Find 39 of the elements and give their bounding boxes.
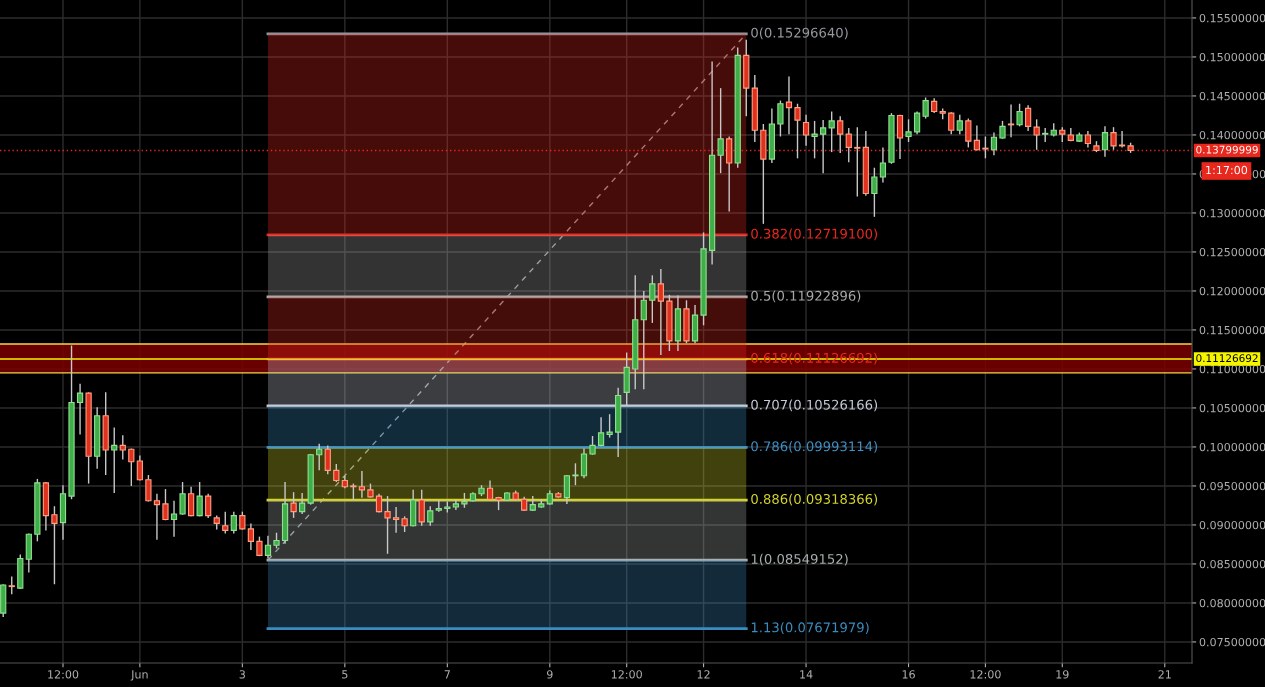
- x-tick-label: 12:00: [970, 670, 1001, 679]
- x-tick-label: 12: [697, 670, 710, 679]
- series-label: 0.707(0.10526166): [751, 399, 878, 412]
- x-tick-label: 7: [444, 670, 450, 679]
- x-tick-label: 19: [1056, 670, 1069, 679]
- y-tick-label: 0.09500000: [1199, 481, 1265, 491]
- series-label: 0.886(0.09318366): [751, 493, 878, 506]
- x-tick-label: 12:00: [48, 670, 79, 679]
- series-label: 1.13(0.07671979): [751, 622, 869, 634]
- y-tick-label: 0.11500000: [1199, 325, 1265, 335]
- series-label: 0.786(0.09993114): [751, 441, 878, 453]
- y-tick-label: 0.15500000: [1199, 13, 1265, 23]
- x-tick-label: 12:00: [611, 670, 642, 679]
- y-tick-label: 0.08500000: [1199, 559, 1265, 569]
- series-label: 0.5(0.11922896): [751, 290, 861, 303]
- y-tick-label: 0.10000000: [1199, 442, 1265, 452]
- x-tick-label: 14: [800, 670, 813, 679]
- ref-line-label: 0.13799999: [1196, 145, 1258, 154]
- y-tick-label: 0.07500000: [1199, 637, 1265, 647]
- y-tick-label: 0.15000000: [1199, 52, 1265, 62]
- y-tick-label: 0.11000000: [1199, 364, 1265, 374]
- y-tick-label: 0.12500000: [1199, 247, 1265, 257]
- series-label: 0.382(0.12719100): [751, 228, 878, 241]
- x-tick-label: Jun: [130, 670, 148, 681]
- y-tick-label: 0.12000000: [1199, 286, 1265, 296]
- series-label: 0(0.15296640): [751, 27, 848, 40]
- y-tick-label: 0.10500000: [1199, 403, 1265, 413]
- y-tick-label: 0.08000000: [1199, 598, 1265, 608]
- x-tick-label: 21: [1158, 670, 1171, 679]
- y-tick-label: 0.09000000: [1199, 520, 1265, 530]
- x-tick-label: 3: [239, 670, 245, 679]
- y-tick-label: 0.14500000: [1199, 91, 1265, 101]
- x-tick-label: 5: [342, 670, 348, 679]
- series-label: 1(0.08549152): [751, 553, 848, 566]
- y-tick-label: 0.14000000: [1199, 130, 1265, 140]
- x-tick-label: 16: [902, 670, 915, 679]
- ref-line-label: 0.11126692: [1196, 354, 1258, 363]
- y-tick-label: 0.13000000: [1199, 208, 1265, 218]
- x-tick-label: 9: [546, 670, 553, 679]
